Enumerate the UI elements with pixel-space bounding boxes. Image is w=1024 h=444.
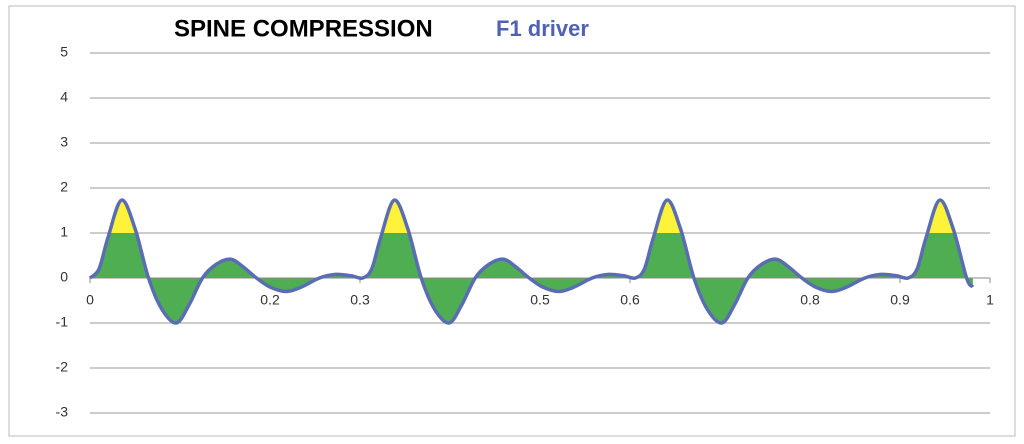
chart-border [8, 5, 1016, 437]
x-tick-label: 0.6 [620, 292, 640, 308]
line [88, 198, 975, 325]
x-tick-label: 0.3 [350, 292, 370, 308]
y-tick-label: 3 [60, 134, 68, 150]
chart-subtitle: F1 driver [496, 16, 589, 41]
y-tick-label: -2 [56, 359, 69, 375]
y-tick-label: 0 [60, 269, 68, 285]
x-tick-label: 0.2 [260, 292, 280, 308]
area [90, 200, 973, 324]
x-tick-label: 0.8 [800, 292, 820, 308]
y-tick-label: 5 [60, 44, 68, 60]
x-tick-label: 1 [986, 292, 994, 308]
y-tick-label: -1 [56, 314, 69, 330]
y-tick-label: 2 [60, 179, 68, 195]
y-tick-label: 4 [60, 89, 68, 105]
x-tick-label: 0.9 [890, 292, 910, 308]
x-tick-label: 0 [86, 292, 94, 308]
y-tick-label: -3 [56, 404, 69, 420]
chart-title: SPINE COMPRESSION [174, 15, 433, 42]
x-tick-label: 0.5 [530, 292, 550, 308]
y-tick-label: 1 [60, 224, 68, 240]
